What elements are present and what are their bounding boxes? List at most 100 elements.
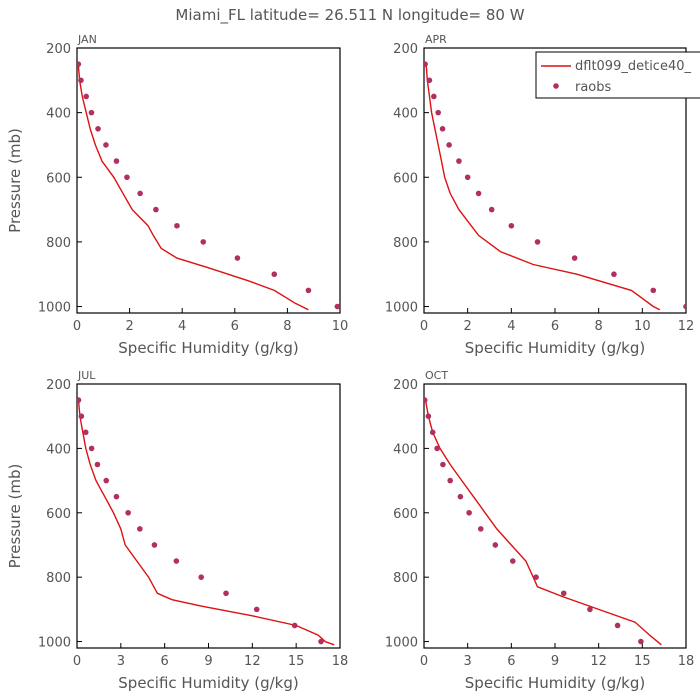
raobs-point: [447, 477, 454, 484]
raobs-point: [424, 61, 428, 67]
x-tick-label: 12: [244, 654, 261, 669]
legend-dot-swatch: [553, 83, 559, 89]
y-axis-label: Pressure (mb): [6, 128, 24, 233]
x-tick-label: 10: [332, 319, 349, 334]
raobs-point: [82, 429, 89, 436]
raobs-point: [125, 509, 131, 516]
y-tick-label: 400: [393, 442, 418, 457]
model-series-line: [425, 64, 661, 311]
panel-label: JUL: [77, 369, 96, 382]
y-tick-label: 600: [46, 507, 71, 522]
raobs-point: [439, 125, 446, 132]
raobs-point: [611, 271, 617, 278]
y-tick-label: 1000: [38, 636, 71, 651]
y-tick-label: 600: [46, 171, 71, 186]
plot-data: [424, 397, 662, 646]
raobs-point: [477, 526, 484, 532]
y-axis-label: Pressure (mb): [6, 464, 24, 569]
raobs-point: [638, 638, 644, 645]
panel-jan: JAN 0 2 4 6 8 10 200 400 600 800 1000 Specific Humid…: [6, 33, 348, 357]
x-tick-label: 0: [420, 319, 428, 334]
raobs-point: [440, 461, 446, 468]
raobs-point: [78, 413, 85, 419]
raobs-point: [113, 158, 120, 164]
legend-model-label: dflt099_detice40_: [575, 59, 691, 74]
raobs-point: [533, 574, 539, 580]
raobs-point: [174, 222, 180, 229]
x-tick-label: 0: [73, 319, 81, 334]
x-axis-label: Specific Humidity (g/kg): [118, 674, 298, 692]
model-series-line: [77, 400, 335, 646]
raobs-point: [271, 271, 278, 278]
x-tick-label: 2: [125, 319, 133, 334]
panel-label: OCT: [425, 369, 448, 382]
panel-jul: JUL 0 3 6 9 12 15 18 200 400 600 800 1000 Specific Hu…: [6, 369, 348, 692]
x-tick-label: 9: [204, 654, 212, 669]
raobs-point: [560, 590, 567, 597]
y-tick-label: 400: [46, 442, 71, 457]
y-tick-label: 800: [46, 236, 71, 251]
x-tick-label: 8: [283, 319, 291, 334]
x-axis-label: Specific Humidity (g/kg): [118, 339, 298, 357]
raobs-point: [457, 493, 464, 500]
raobs-point: [234, 255, 241, 261]
x-tick-label: 3: [464, 654, 472, 669]
x-tick-label: 15: [634, 654, 651, 669]
raobs-point: [173, 558, 180, 564]
raobs-point: [456, 158, 462, 164]
raobs-point: [426, 77, 433, 84]
raobs-point: [113, 493, 120, 500]
raobs-point: [151, 542, 158, 548]
raobs-point: [94, 461, 101, 468]
model-series-line: [424, 399, 662, 646]
x-tick-label: 9: [551, 654, 559, 669]
raobs-point: [334, 303, 340, 310]
raobs-point: [103, 142, 109, 148]
x-axis-label: Specific Humidity (g/kg): [465, 339, 645, 357]
y-tick-label: 800: [393, 236, 418, 251]
raobs-point: [431, 93, 437, 100]
raobs-point: [305, 287, 312, 294]
y-tick-label: 400: [393, 107, 418, 122]
chart-title: Miami_FL latitude= 26.511 N longitude= 8…: [175, 6, 524, 25]
x-tick-label: 12: [590, 654, 607, 669]
x-tick-label: 6: [551, 319, 559, 334]
raobs-point: [153, 206, 159, 213]
legend-box: [535, 51, 700, 99]
model-series-line: [77, 64, 309, 311]
x-tick-label: 4: [507, 319, 515, 334]
x-tick-label: 6: [507, 654, 515, 669]
y-tick-label: 200: [393, 378, 418, 393]
raobs-point: [198, 574, 204, 580]
y-tick-label: 400: [46, 107, 71, 122]
raobs-point: [95, 125, 101, 132]
raobs-point: [464, 174, 471, 181]
plot-frame: [76, 383, 341, 649]
x-tick-label: 8: [595, 319, 603, 334]
x-tick-label: 0: [420, 654, 428, 669]
x-tick-label: 0: [73, 654, 81, 669]
plot-data: [77, 397, 335, 646]
y-tick-label: 200: [46, 378, 71, 393]
legend: dflt099_detice40_raobs: [535, 51, 700, 99]
x-tick-label: 4: [178, 319, 186, 334]
plot-data: [424, 61, 686, 311]
x-tick-label: 10: [634, 319, 651, 334]
raobs-point: [223, 590, 229, 597]
raobs-point: [88, 109, 95, 116]
raobs-point: [77, 397, 82, 403]
raobs-point: [83, 93, 90, 100]
legend-obs-label: raobs: [575, 80, 612, 95]
raobs-point: [200, 239, 207, 245]
plot-data: [77, 61, 340, 311]
x-tick-label: 15: [288, 654, 305, 669]
panel-label: APR: [425, 33, 447, 46]
panel-oct: OCT 0 3 6 9 12 15 18 200 400 600 800 1000 Specific Hu…: [385, 369, 694, 692]
y-tick-label: 800: [46, 571, 71, 586]
raobs-point: [78, 77, 84, 84]
raobs-point: [587, 606, 593, 613]
y-tick-label: 1000: [38, 301, 71, 316]
raobs-point: [77, 61, 82, 67]
raobs-point: [614, 622, 621, 629]
